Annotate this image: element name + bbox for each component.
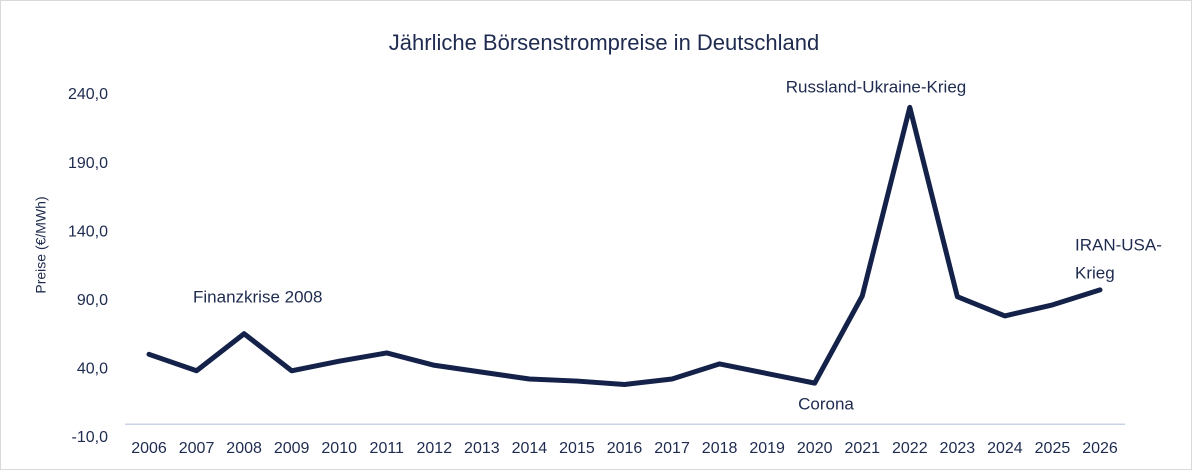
x-tick-label: 2020 [797,440,833,457]
x-tick-label: 2013 [464,440,500,457]
annotation: Finanzkrise 2008 [193,287,322,306]
x-tick-label: 2022 [892,440,928,457]
x-tick-label: 2014 [512,440,548,457]
x-tick-label: 2024 [987,440,1023,457]
x-tick-label: 2018 [702,440,738,457]
x-tick-label: 2008 [226,440,262,457]
x-tick-label: 2015 [559,440,595,457]
x-tick-label: 2026 [1082,440,1118,457]
y-axis-label: Preise (€/MWh) [33,196,49,293]
y-tick-label: 240,0 [68,86,108,103]
x-tick-label: 2021 [844,440,880,457]
y-tick-label: -10,0 [72,429,109,446]
x-tick-label: 2012 [417,440,453,457]
x-tick-label: 2019 [749,440,785,457]
x-tick-label: 2025 [1035,440,1071,457]
y-tick-label: 90,0 [77,292,108,309]
x-tick-label: 2023 [940,440,976,457]
annotation: Krieg [1075,263,1115,282]
x-tick-label: 2017 [654,440,690,457]
x-tick-label: 2016 [607,440,643,457]
x-tick-label: 2010 [321,440,357,457]
y-tick-label: 140,0 [68,223,108,240]
annotation: IRAN-USA- [1075,235,1162,254]
annotation: Corona [798,394,854,413]
chart-title: Jährliche Börsenstrompreise in Deutschla… [389,30,819,55]
x-tick-label: 2011 [370,440,405,457]
y-tick-label: 190,0 [68,155,108,172]
x-tick-label: 2006 [131,440,167,457]
y-tick-label: 40,0 [77,361,108,378]
annotation: Russland-Ukraine-Krieg [786,77,966,96]
x-tick-label: 2009 [274,440,310,457]
line-series [146,104,1103,387]
x-tick-label: 2007 [179,440,215,457]
